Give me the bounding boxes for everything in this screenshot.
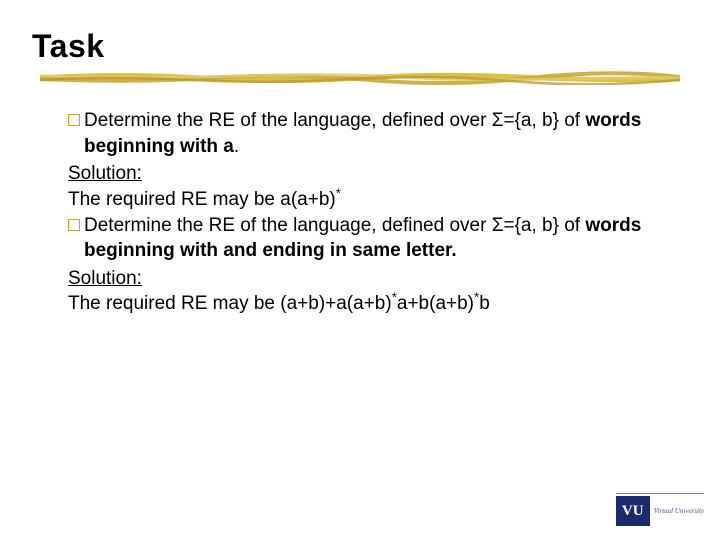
solution-expr: The required RE may be a(a+b) xyxy=(68,189,336,210)
logo-caption: Virtual University xyxy=(654,508,704,515)
solution-expr: The required RE may be (a+b)+a(a+b) xyxy=(68,293,392,314)
slide-body: Determine the RE of the language, define… xyxy=(32,108,688,317)
square-bullet-icon xyxy=(68,219,80,231)
solution-mid: a+b(a+b) xyxy=(397,293,474,314)
bullet-item: Determine the RE of the language, define… xyxy=(68,108,668,159)
logo-line: Virtual University xyxy=(654,508,704,515)
solution-label: Solution: xyxy=(68,161,668,187)
square-bullet-icon xyxy=(68,114,80,126)
solution-tail: b xyxy=(479,293,490,314)
title-underline xyxy=(40,71,680,85)
bullet-text-prefix: Determine the RE of the language, define… xyxy=(84,110,585,131)
solution-text: The required RE may be (a+b)+a(a+b)*a+b(… xyxy=(68,291,668,317)
bullet-text-prefix: Determine the RE of the language, define… xyxy=(84,215,585,236)
footer-logo: VU Virtual University xyxy=(616,493,704,526)
bullet-text-suffix: . xyxy=(234,136,239,157)
bullet-item: Determine the RE of the language, define… xyxy=(68,213,668,264)
solution-text: The required RE may be a(a+b)* xyxy=(68,187,668,213)
slide-title: Task xyxy=(32,28,688,65)
kleene-star: * xyxy=(336,186,341,201)
solution-label: Solution: xyxy=(68,266,668,292)
logo-badge: VU xyxy=(616,496,650,526)
